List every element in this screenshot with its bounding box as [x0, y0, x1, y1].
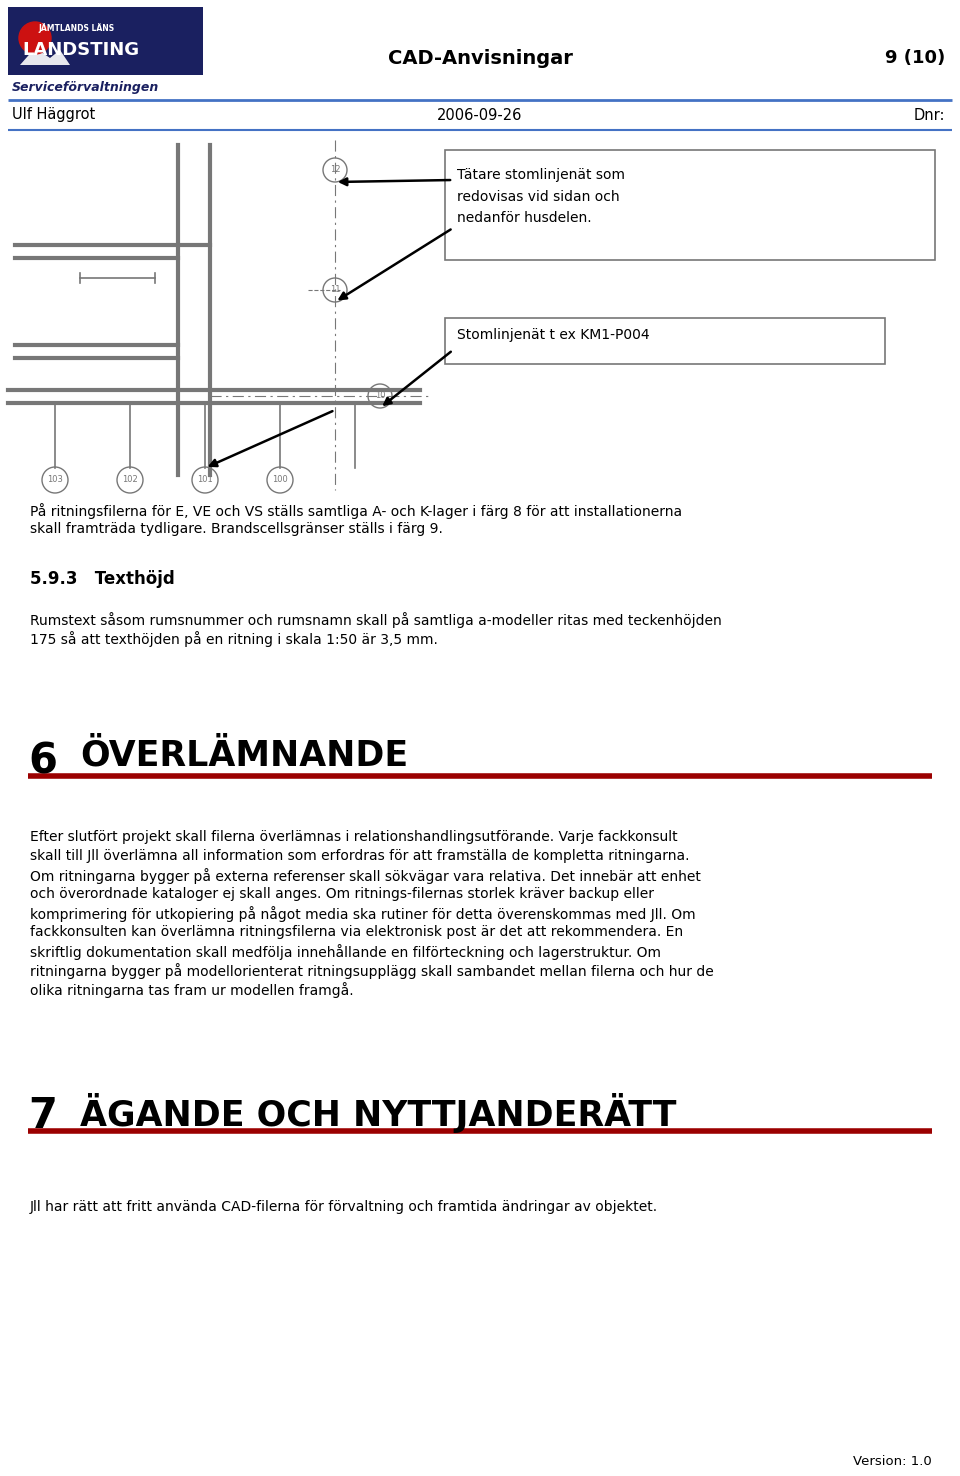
Text: 6: 6	[28, 739, 57, 782]
Text: Efter slutfört projekt skall filerna överlämnas i relationshandlingsutförande. V: Efter slutfört projekt skall filerna öve…	[30, 830, 678, 844]
Text: 7: 7	[28, 1095, 57, 1137]
Text: 9 (10): 9 (10)	[885, 49, 945, 66]
Polygon shape	[20, 49, 70, 65]
Text: komprimering för utkopiering på något media ska rutiner för detta överenskommas : komprimering för utkopiering på något me…	[30, 906, 696, 922]
Text: Serviceförvaltningen: Serviceförvaltningen	[12, 81, 159, 94]
Text: 2006-09-26: 2006-09-26	[438, 108, 522, 123]
Text: CAD-Anvisningar: CAD-Anvisningar	[388, 49, 572, 68]
Text: Version: 1.0: Version: 1.0	[853, 1455, 932, 1469]
Text: Tätare stomlinjenät som
redovisas vid sidan och
nedanför husdelen.: Tätare stomlinjenät som redovisas vid si…	[457, 168, 625, 226]
Text: 12: 12	[329, 165, 340, 174]
Bar	[8, 7, 203, 75]
Text: På ritningsfilerna för E, VE och VS ställs samtliga A- och K-lager i färg 8 för : På ritningsfilerna för E, VE och VS stäl…	[30, 503, 683, 520]
Text: skall till Jll överlämna all information som erfordras för att framställa de kom: skall till Jll överlämna all information…	[30, 849, 689, 863]
Text: ÖVERLÄMNANDE: ÖVERLÄMNANDE	[80, 738, 408, 772]
Text: 175 så att texthöjden på en ritning i skala 1:50 är 3,5 mm.: 175 så att texthöjden på en ritning i sk…	[30, 632, 438, 646]
Text: 102: 102	[122, 475, 138, 484]
Text: skriftlig dokumentation skall medfölja innehållande en filförteckning och lagers: skriftlig dokumentation skall medfölja i…	[30, 945, 661, 959]
Text: 101: 101	[197, 475, 213, 484]
Text: Om ritningarna bygger på externa referenser skall sökvägar vara relativa. Det in: Om ritningarna bygger på externa referen…	[30, 868, 701, 884]
Text: 11: 11	[329, 285, 340, 295]
Text: skall framträda tydligare. Brandscellsgränser ställs i färg 9.: skall framträda tydligare. Brandscellsgr…	[30, 523, 443, 536]
Text: LANDSTING: LANDSTING	[22, 41, 139, 59]
Text: Stomlinjenät t ex KM1-P004: Stomlinjenät t ex KM1-P004	[457, 328, 650, 342]
Text: Jll har rätt att fritt använda CAD-filerna för förvaltning och framtida ändringa: Jll har rätt att fritt använda CAD-filer…	[30, 1200, 659, 1213]
Text: fackkonsulten kan överlämna ritningsfilerna via elektronisk post är det att reko: fackkonsulten kan överlämna ritningsfile…	[30, 925, 684, 939]
FancyBboxPatch shape	[445, 317, 885, 365]
FancyBboxPatch shape	[445, 151, 935, 260]
Text: 10: 10	[374, 391, 385, 400]
Text: Dnr:: Dnr:	[914, 108, 945, 123]
Text: 100: 100	[272, 475, 288, 484]
Text: ritningarna bygger på modellorienterat ritningsupplägg skall sambandet mellan fi: ritningarna bygger på modellorienterat r…	[30, 962, 713, 979]
Text: och överordnade kataloger ej skall anges. Om ritnings-filernas storlek kräver ba: och överordnade kataloger ej skall anges…	[30, 887, 654, 900]
Text: 103: 103	[47, 475, 63, 484]
Circle shape	[19, 22, 51, 55]
Text: Ulf Häggrot: Ulf Häggrot	[12, 108, 95, 123]
Text: 5.9.3   Texthöjd: 5.9.3 Texthöjd	[30, 570, 175, 587]
Text: JÄMTLANDS LÄNS: JÄMTLANDS LÄNS	[38, 24, 114, 32]
Text: ÄGANDE OCH NYTTJANDERÄTT: ÄGANDE OCH NYTTJANDERÄTT	[80, 1094, 677, 1134]
Text: olika ritningarna tas fram ur modellen framgå.: olika ritningarna tas fram ur modellen f…	[30, 982, 353, 998]
Text: Rumstext såsom rumsnummer och rumsnamn skall på samtliga a-modeller ritas med te: Rumstext såsom rumsnummer och rumsnamn s…	[30, 613, 722, 627]
